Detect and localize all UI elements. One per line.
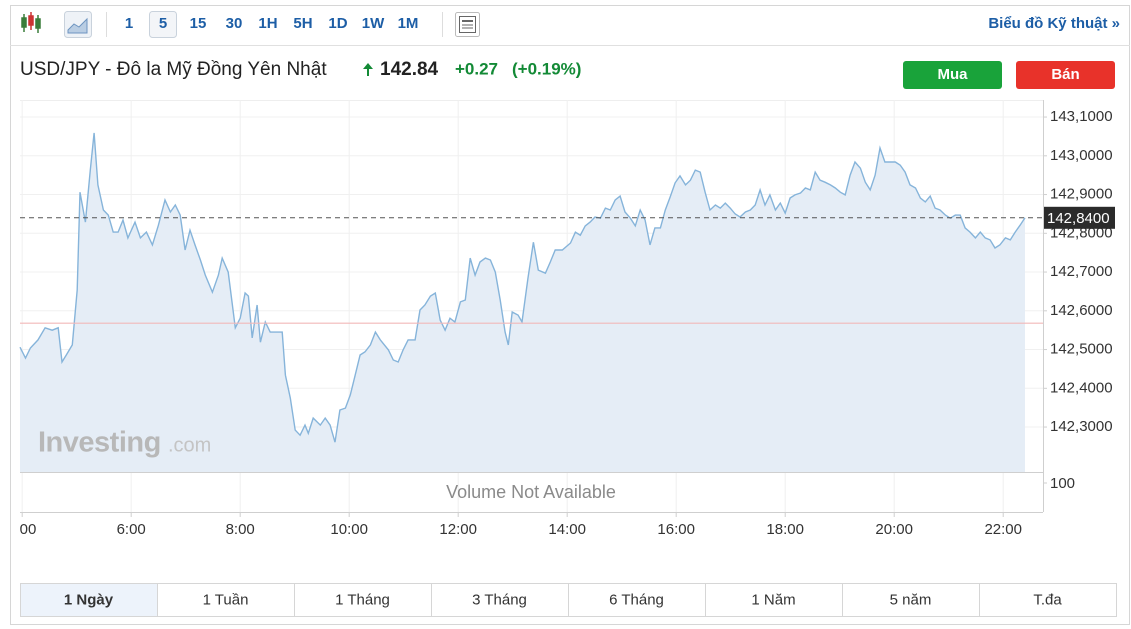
- buy-button[interactable]: [903, 61, 1002, 89]
- last-price-box: [1044, 206, 1115, 229]
- icon-stroke: [35, 18, 41, 29]
- range-tab[interactable]: 3 Tháng: [472, 591, 527, 608]
- range-tab[interactable]: 5 năm: [890, 591, 932, 608]
- watermark-suffix: .com: [168, 434, 211, 456]
- interval-option[interactable]: 1D: [328, 15, 347, 32]
- interval-option[interactable]: 1W: [362, 15, 385, 32]
- x-tick-label: 20:00: [875, 521, 913, 538]
- x-tick-label: 18:00: [766, 521, 804, 538]
- x-tick-label: 00: [20, 521, 37, 538]
- volume-tick-label: 100: [1050, 475, 1075, 492]
- plot: Investing .com Volume Not Available 100 142,…: [19, 100, 1115, 538]
- sell-button[interactable]: [1016, 61, 1115, 89]
- last-price-label: 142,8400: [1047, 210, 1110, 227]
- line-icon[interactable]: [64, 11, 92, 38]
- icon-stroke: [21, 17, 27, 28]
- technical-chart-link[interactable]: Biểu đồ Kỹ thuật »: [988, 15, 1120, 32]
- interval-option[interactable]: 30: [226, 15, 243, 32]
- range-tab[interactable]: 1 Tuần: [203, 591, 249, 608]
- price-line: [19, 132, 1026, 443]
- news-icon[interactable]: [455, 12, 480, 37]
- y-tick-label: 142,5000: [1050, 341, 1113, 358]
- watermark: Investing: [38, 427, 161, 459]
- x-tick-label: 16:00: [657, 521, 695, 538]
- icon-stroke: [459, 16, 476, 33]
- y-tick-label: 142,4000: [1050, 379, 1113, 396]
- icon-stroke: [28, 15, 34, 26]
- x-tick-label: 8:00: [226, 521, 255, 538]
- up-arrow: [363, 63, 373, 76]
- range-tabs: 1 Ngày 1 Tuần 1 Tháng 3 Tháng 6 Tháng 1 Năm 5 …: [20, 583, 1117, 617]
- x-tick-label: 22:00: [984, 521, 1022, 538]
- candle-icon[interactable]: [21, 12, 41, 33]
- change: +0.27: [455, 59, 498, 78]
- range-tab[interactable]: 1 Năm: [751, 591, 795, 608]
- instrument-name: USD/JPY - Đô la Mỹ Đồng Yên Nhật: [20, 59, 327, 80]
- interval-option[interactable]: 1: [125, 15, 133, 32]
- interval-selected: [149, 11, 177, 38]
- interval-option[interactable]: 5H: [293, 15, 312, 32]
- tab-selected[interactable]: [21, 584, 157, 616]
- sell-label[interactable]: Bán: [1051, 66, 1079, 83]
- x-tick-label: 10:00: [330, 521, 368, 538]
- interval-option[interactable]: 1H: [258, 15, 277, 32]
- range-tab[interactable]: T.đa: [1033, 591, 1062, 608]
- y-tick-label: 142,9000: [1050, 186, 1113, 203]
- interval-option[interactable]: 15: [190, 15, 207, 32]
- change-percent: (+0.19%): [512, 59, 581, 78]
- buy-label[interactable]: Mua: [938, 66, 969, 83]
- x-tick-label: 12:00: [439, 521, 477, 538]
- y-tick-label: 143,1000: [1050, 108, 1113, 125]
- y-tick-label: 142,3000: [1050, 418, 1113, 435]
- icon-stroke: [67, 17, 88, 34]
- price: 142.84: [380, 59, 439, 80]
- volume-note: Volume Not Available: [446, 482, 616, 502]
- y-tick-label: 142,6000: [1050, 302, 1113, 319]
- interval-option[interactable]: 1M: [398, 15, 419, 32]
- range-tab[interactable]: 1 Ngày: [64, 591, 114, 608]
- x-tick-label: 14:00: [548, 521, 586, 538]
- range-tab[interactable]: 1 Tháng: [335, 591, 390, 608]
- y-tick-label: 143,0000: [1050, 147, 1113, 164]
- y-tick-label: 142,7000: [1050, 263, 1113, 280]
- interval-option[interactable]: 5: [159, 15, 167, 32]
- x-tick-label: 6:00: [117, 521, 146, 538]
- price-area: [20, 132, 1025, 472]
- range-tab[interactable]: 6 Tháng: [609, 591, 664, 608]
